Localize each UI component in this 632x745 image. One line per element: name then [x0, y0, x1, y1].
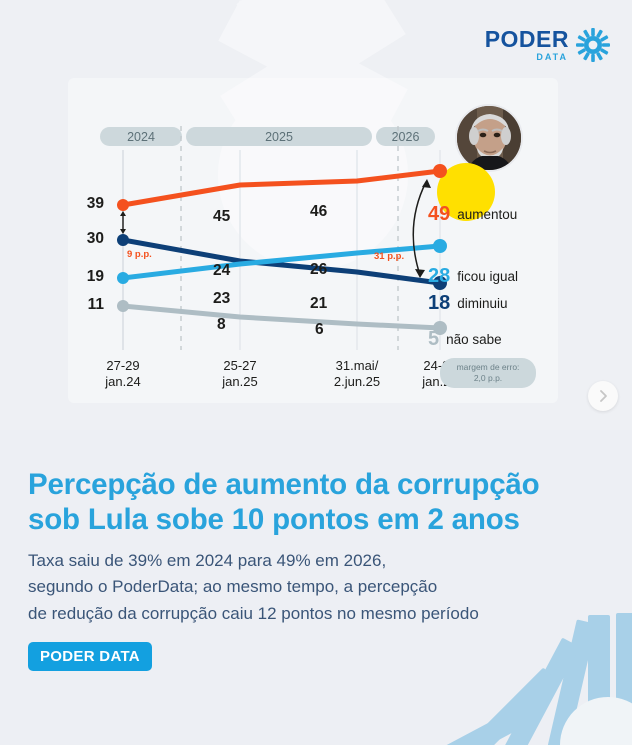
end-label-ficou-igual: 28 ficou igual — [428, 265, 518, 288]
x-label-0-line1: 27-29 — [106, 358, 140, 373]
value-label-nao-sabe-2: 6 — [315, 321, 324, 338]
value-label-diminuiu-1: 24 — [213, 262, 231, 279]
end-name-ficou-igual: ficou igual — [457, 269, 519, 284]
x-label-0-line2: jan.24 — [105, 374, 141, 390]
end-name-aumentou: aumentou — [457, 207, 518, 222]
end-label-aumentou: 49 aumentou — [428, 203, 517, 226]
headline-line-1: Percepção de aumento da corrupção — [28, 468, 540, 501]
annotation-arrow-9pp — [120, 211, 126, 234]
value-label-ficou-igual-1: 23 — [213, 290, 231, 307]
chevron-right-icon — [600, 390, 607, 402]
value-label-ficou-igual-2: 26 — [310, 261, 328, 278]
article-subtitle: Taxa saiu de 39% em 2024 para 49% em 202… — [28, 548, 608, 627]
next-slide-button[interactable] — [588, 381, 618, 411]
annotation-31pp-label: 31 p.p. — [374, 251, 405, 262]
series-line-aumentou — [120, 168, 443, 208]
value-label-diminuiu-0: 30 — [86, 230, 104, 247]
value-label-ficou-igual-0: 19 — [86, 268, 104, 285]
lula-portrait-avatar — [455, 104, 523, 172]
subtitle-line-3: de redução da corrupção caiu 12 pontos n… — [28, 603, 479, 623]
x-label-2-line2: 2.jun.25 — [333, 374, 381, 390]
x-label-2-line1: 31.mai/ — [335, 358, 379, 373]
x-label-2: 31.mai/ 2.jun.25 — [334, 358, 380, 391]
x-label-0: 27-29 jan.24 — [105, 358, 140, 391]
annotation-arrow-31pp — [412, 179, 431, 278]
value-label-aumentou-0: 39 — [86, 195, 104, 212]
margin-of-error-line1: margem de erro: — [456, 362, 520, 372]
article-section: Percepção de aumento da corrupção sob Lu… — [0, 430, 632, 745]
subtitle-line-2: segundo o PoderData; ao mesmo tempo, a p… — [28, 577, 438, 597]
line-chart-plot — [68, 126, 558, 350]
x-label-1: 25-27 jan.25 — [222, 358, 257, 391]
end-value-nao-sabe: 5 — [428, 328, 440, 350]
brand-poder-text: PODER — [484, 26, 569, 52]
chart-panel: PODER DATA — [68, 27, 618, 411]
end-name-diminuiu: diminuiu — [457, 296, 508, 311]
margin-of-error-line2: 2,0 p.p. — [473, 373, 503, 384]
article-headline: Percepção de aumento da corrupção sob Lu… — [28, 468, 608, 538]
end-value-aumentou: 49 — [428, 203, 451, 225]
year-band-row: 2024 2025 2026 — [100, 127, 435, 146]
value-label-diminuiu-2: 21 — [310, 295, 328, 312]
sunburst-circle-icon — [576, 28, 610, 62]
series-line-ficou-igual — [120, 243, 443, 281]
brand-logo: PODER DATA — [485, 28, 610, 62]
value-label-nao-sabe-1: 8 — [217, 316, 226, 333]
annotation-9pp-label: 9 p.p. — [127, 249, 152, 260]
margin-of-error-badge: margem de erro: 2,0 p.p. — [440, 358, 536, 389]
series-line-diminuiu — [120, 237, 443, 286]
headline-line-2: sob Lula sobe 10 pontos em 2 anos — [28, 502, 520, 536]
year-pill-2024: 2024 — [100, 127, 182, 146]
x-label-1-line2: jan.25 — [222, 374, 258, 390]
end-label-nao-sabe: 5 não sabe — [428, 328, 502, 351]
end-value-diminuiu: 18 — [428, 292, 451, 314]
end-label-diminuiu: 18 diminuiu — [428, 292, 508, 315]
value-label-nao-sabe-0: 11 — [87, 296, 104, 313]
value-label-aumentou-2: 46 — [310, 203, 328, 220]
highlight-circle — [437, 163, 495, 221]
subtitle-line-1: Taxa saiu de 39% em 2024 para 49% em 202… — [28, 551, 387, 570]
x-label-1-line1: 25-27 — [223, 358, 257, 373]
poder-data-badge[interactable]: PODER DATA — [28, 642, 152, 671]
year-pill-2025: 2025 — [186, 127, 372, 146]
end-name-nao-sabe: não sabe — [446, 332, 502, 347]
year-pill-2026: 2026 — [376, 127, 435, 146]
x-axis-labels: 27-29 jan.24 25-27 jan.25 31.mai/ 2.jun.… — [68, 358, 558, 398]
brand-data-text: DATA — [536, 52, 568, 62]
end-value-ficou-igual: 28 — [428, 265, 451, 287]
series-line-nao-sabe — [120, 303, 443, 331]
value-label-aumentou-1: 45 — [213, 208, 231, 225]
